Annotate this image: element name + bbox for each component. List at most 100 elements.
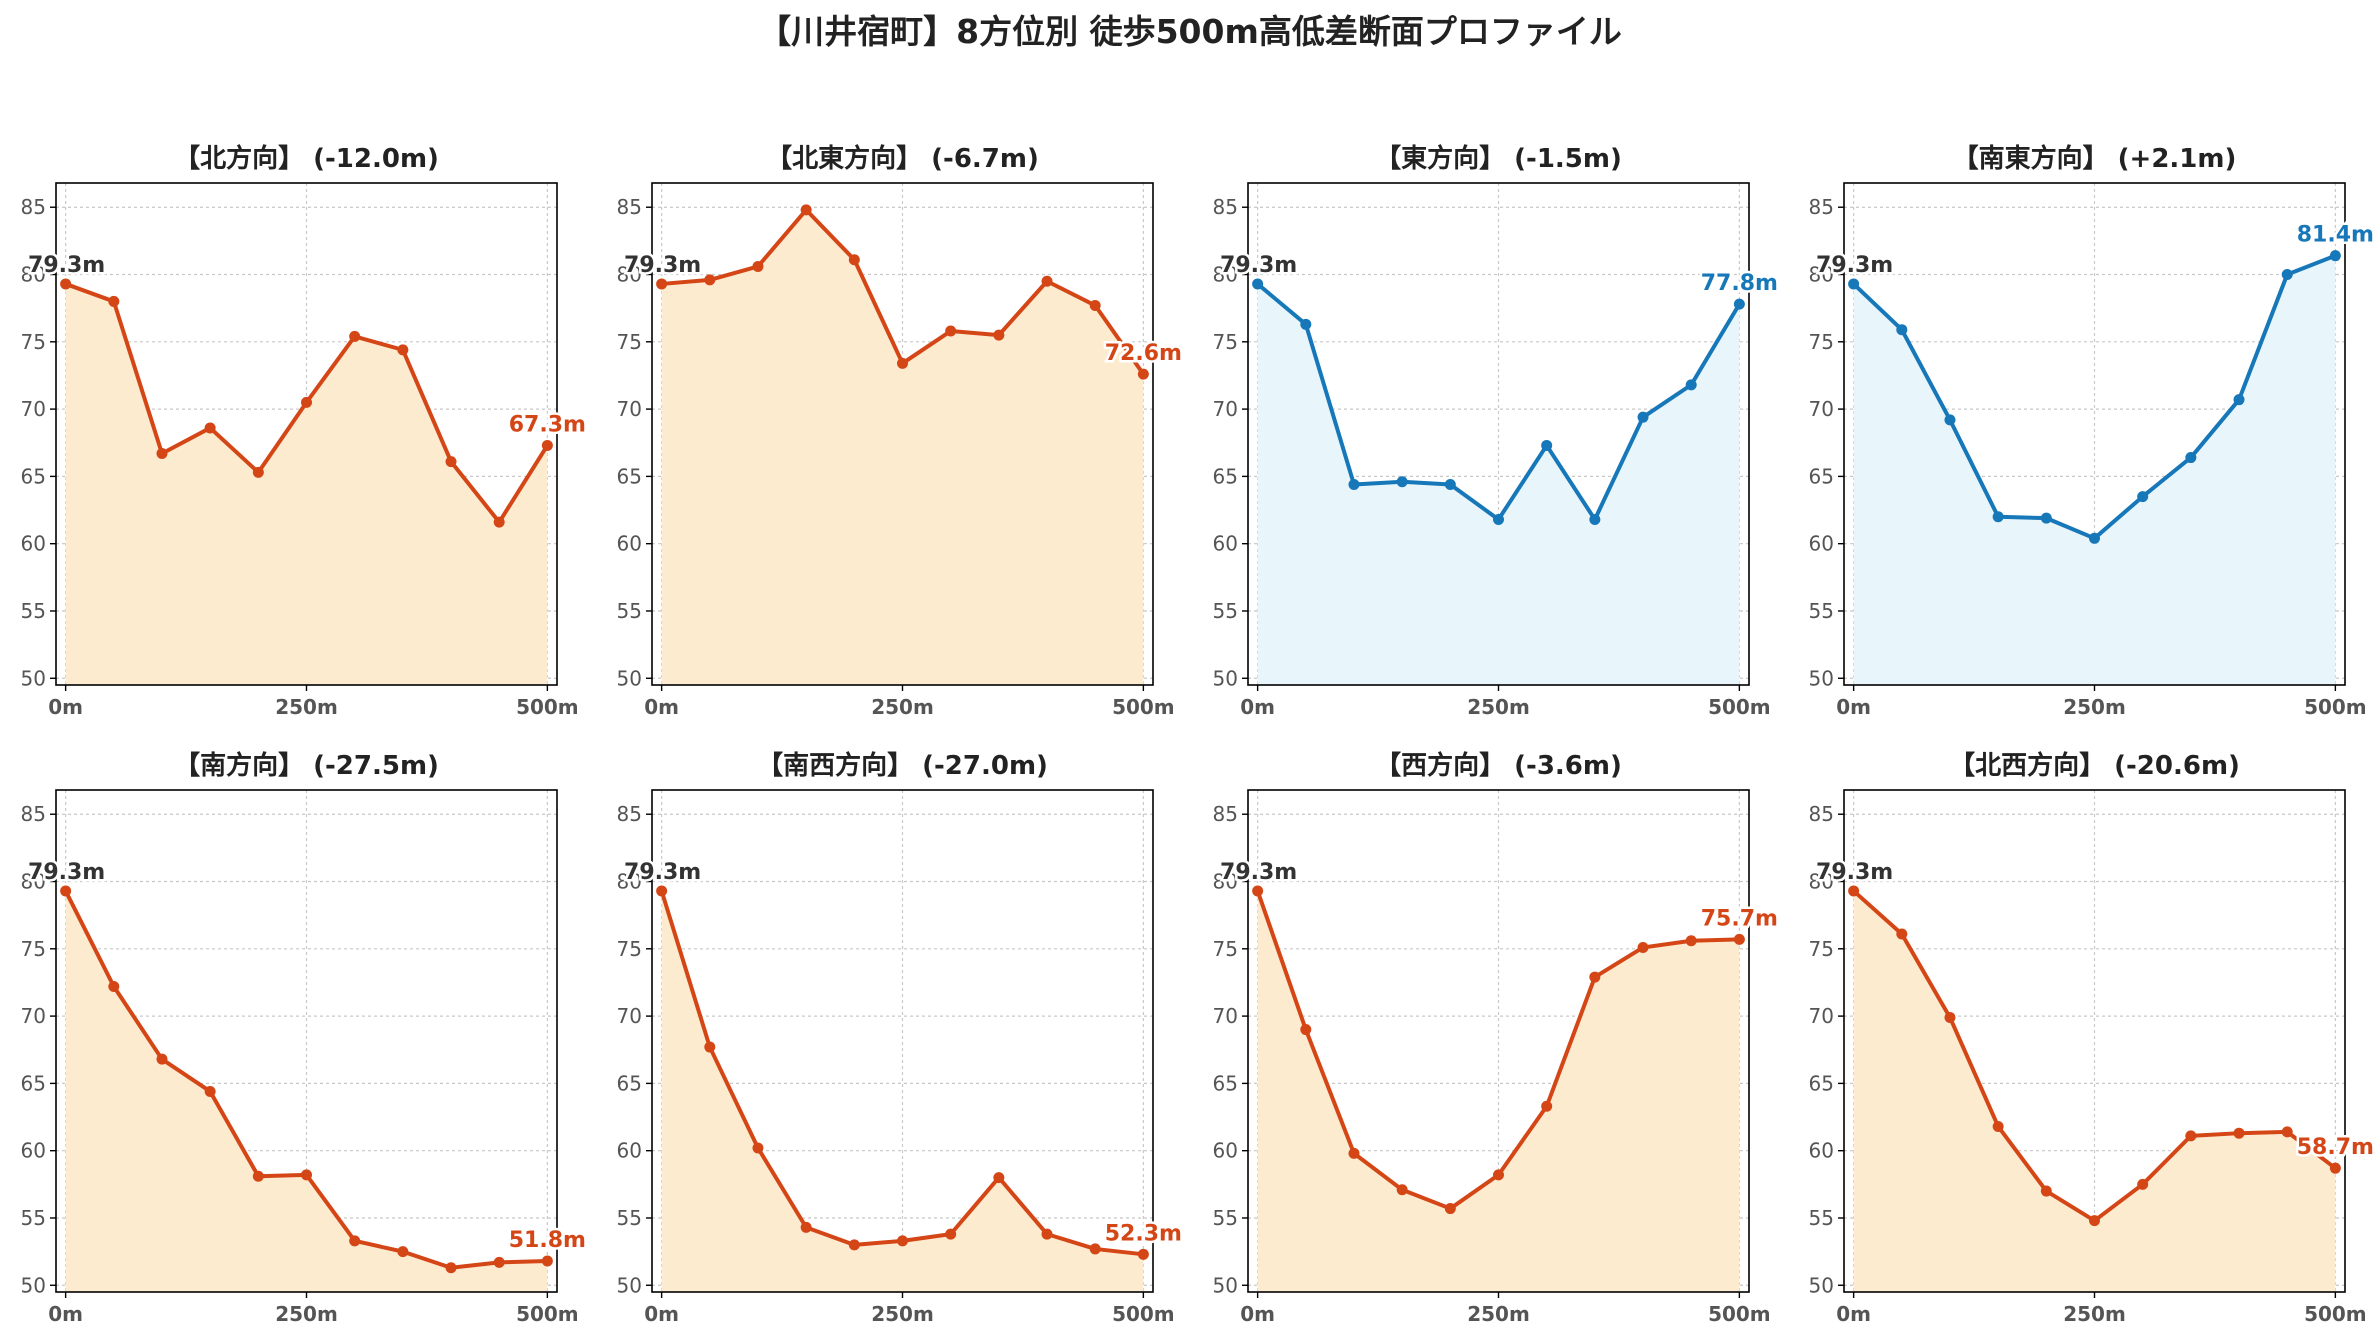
y-tick-label: 60: [1213, 532, 1238, 556]
data-point: [2185, 452, 2197, 464]
y-tick-label: 50: [617, 666, 642, 690]
subplot-5: 【南方向】 (-27.5m) 50 55 60 65 70 75 80 85 0m 250m 500m…: [21, 750, 589, 1326]
data-point: [204, 1085, 216, 1097]
data-point: [1589, 513, 1601, 525]
area-fill: [661, 209, 1144, 686]
y-tick-label: 50: [21, 666, 46, 690]
y-tick-label: 55: [617, 1206, 642, 1230]
subplot-title: 【北東方向】 (-6.7m): [766, 143, 1039, 174]
area-fill: [1853, 890, 2336, 1292]
start-value-label: 79.3m: [624, 860, 701, 885]
data-point: [1848, 885, 1860, 897]
area-fill: [65, 890, 548, 1292]
data-point: [493, 1256, 505, 1268]
y-tick-label: 85: [617, 195, 642, 219]
data-point: [2329, 250, 2341, 262]
data-point: [656, 278, 668, 290]
start-value-label: 79.3m: [1816, 860, 1893, 885]
data-point: [800, 204, 812, 216]
data-point: [752, 260, 764, 272]
x-tick-label: 500m: [2304, 695, 2367, 719]
data-point: [993, 329, 1005, 341]
data-point: [1300, 1024, 1312, 1036]
y-tick-label: 75: [1213, 937, 1238, 961]
y-tick-label: 60: [21, 1139, 46, 1163]
data-point: [156, 1053, 168, 1065]
data-point: [704, 1041, 716, 1053]
start-value-label: 79.3m: [1220, 860, 1297, 885]
y-tick-label: 55: [1809, 1206, 1834, 1230]
start-value-label: 79.3m: [1220, 253, 1297, 278]
data-point: [1992, 1120, 2004, 1132]
x-tick-label: 0m: [1240, 1302, 1275, 1326]
subplot-title: 【南西方向】 (-27.0m): [757, 750, 1048, 781]
y-tick-label: 80: [1213, 870, 1238, 894]
y-tick-label: 65: [21, 464, 46, 488]
data-point: [2329, 1162, 2341, 1174]
subplot-title: 【東方向】 (-1.5m): [1375, 143, 1622, 174]
data-point: [1733, 933, 1745, 945]
y-tick-label: 50: [617, 1273, 642, 1297]
y-tick-label: 75: [617, 330, 642, 354]
y-tick-label: 75: [1213, 330, 1238, 354]
x-tick-label: 0m: [1836, 695, 1871, 719]
y-tick-label: 85: [1213, 802, 1238, 826]
y-tick-label: 80: [21, 263, 46, 287]
data-point: [704, 274, 716, 286]
y-tick-label: 50: [1213, 666, 1238, 690]
x-tick-label: 250m: [2063, 695, 2126, 719]
data-point: [1733, 298, 1745, 310]
data-point: [493, 516, 505, 528]
data-point: [656, 885, 668, 897]
subplot-7: 【西方向】 (-3.6m) 50 55 60 65 70 75 80 85 0m 250m 500m 7…: [1213, 750, 1781, 1326]
area-fill: [1257, 890, 1740, 1292]
data-point: [1493, 1169, 1504, 1181]
data-point: [1685, 935, 1697, 947]
data-point: [2089, 532, 2100, 544]
data-point: [2040, 512, 2052, 524]
data-point: [1041, 1228, 1053, 1240]
data-point: [301, 1169, 312, 1181]
y-tick-label: 70: [21, 397, 46, 421]
y-tick-label: 75: [1809, 330, 1834, 354]
y-tick-label: 50: [21, 1273, 46, 1297]
y-tick-label: 80: [617, 263, 642, 287]
subplot-8: 【北西方向】 (-20.6m) 50 55 60 65 70 75 80 85 0m 250m 500…: [1809, 750, 2377, 1326]
data-point: [60, 278, 72, 290]
data-point: [1848, 278, 1860, 290]
end-value-label: 81.4m: [2297, 223, 2374, 248]
x-tick-label: 250m: [871, 1302, 934, 1326]
data-point: [1896, 928, 1908, 940]
data-point: [1637, 941, 1649, 953]
y-tick-label: 85: [1809, 802, 1834, 826]
subplot-4: 【南東方向】 (+2.1m) 50 55 60 65 70 75 80 85 0m 250m 500m…: [1809, 143, 2377, 719]
y-tick-label: 60: [1809, 532, 1834, 556]
data-point: [945, 1228, 957, 1240]
y-tick-label: 65: [21, 1071, 46, 1095]
data-point: [1493, 513, 1504, 525]
y-tick-label: 65: [1809, 1071, 1834, 1095]
data-point: [2185, 1130, 2197, 1142]
data-point: [2137, 491, 2149, 503]
y-tick-label: 60: [1213, 1139, 1238, 1163]
y-tick-label: 70: [1809, 1004, 1834, 1028]
x-tick-label: 500m: [1112, 695, 1175, 719]
data-point: [1896, 324, 1908, 336]
x-tick-label: 500m: [516, 695, 579, 719]
subplot-title: 【北方向】 (-12.0m): [174, 143, 439, 174]
y-tick-label: 85: [21, 195, 46, 219]
data-point: [541, 439, 553, 451]
data-point: [1541, 1100, 1553, 1112]
data-point: [752, 1142, 764, 1154]
x-tick-label: 250m: [275, 695, 338, 719]
x-tick-label: 250m: [1467, 695, 1530, 719]
data-point: [1396, 476, 1408, 488]
x-tick-label: 500m: [1708, 695, 1771, 719]
y-tick-label: 55: [1809, 599, 1834, 623]
y-tick-label: 70: [1213, 397, 1238, 421]
figure-title: 【川井宿町】8方位別 徒歩500m高低差断面プロファイル: [758, 12, 1622, 51]
data-point: [1637, 411, 1649, 423]
data-point: [108, 980, 120, 992]
y-tick-label: 55: [1213, 1206, 1238, 1230]
